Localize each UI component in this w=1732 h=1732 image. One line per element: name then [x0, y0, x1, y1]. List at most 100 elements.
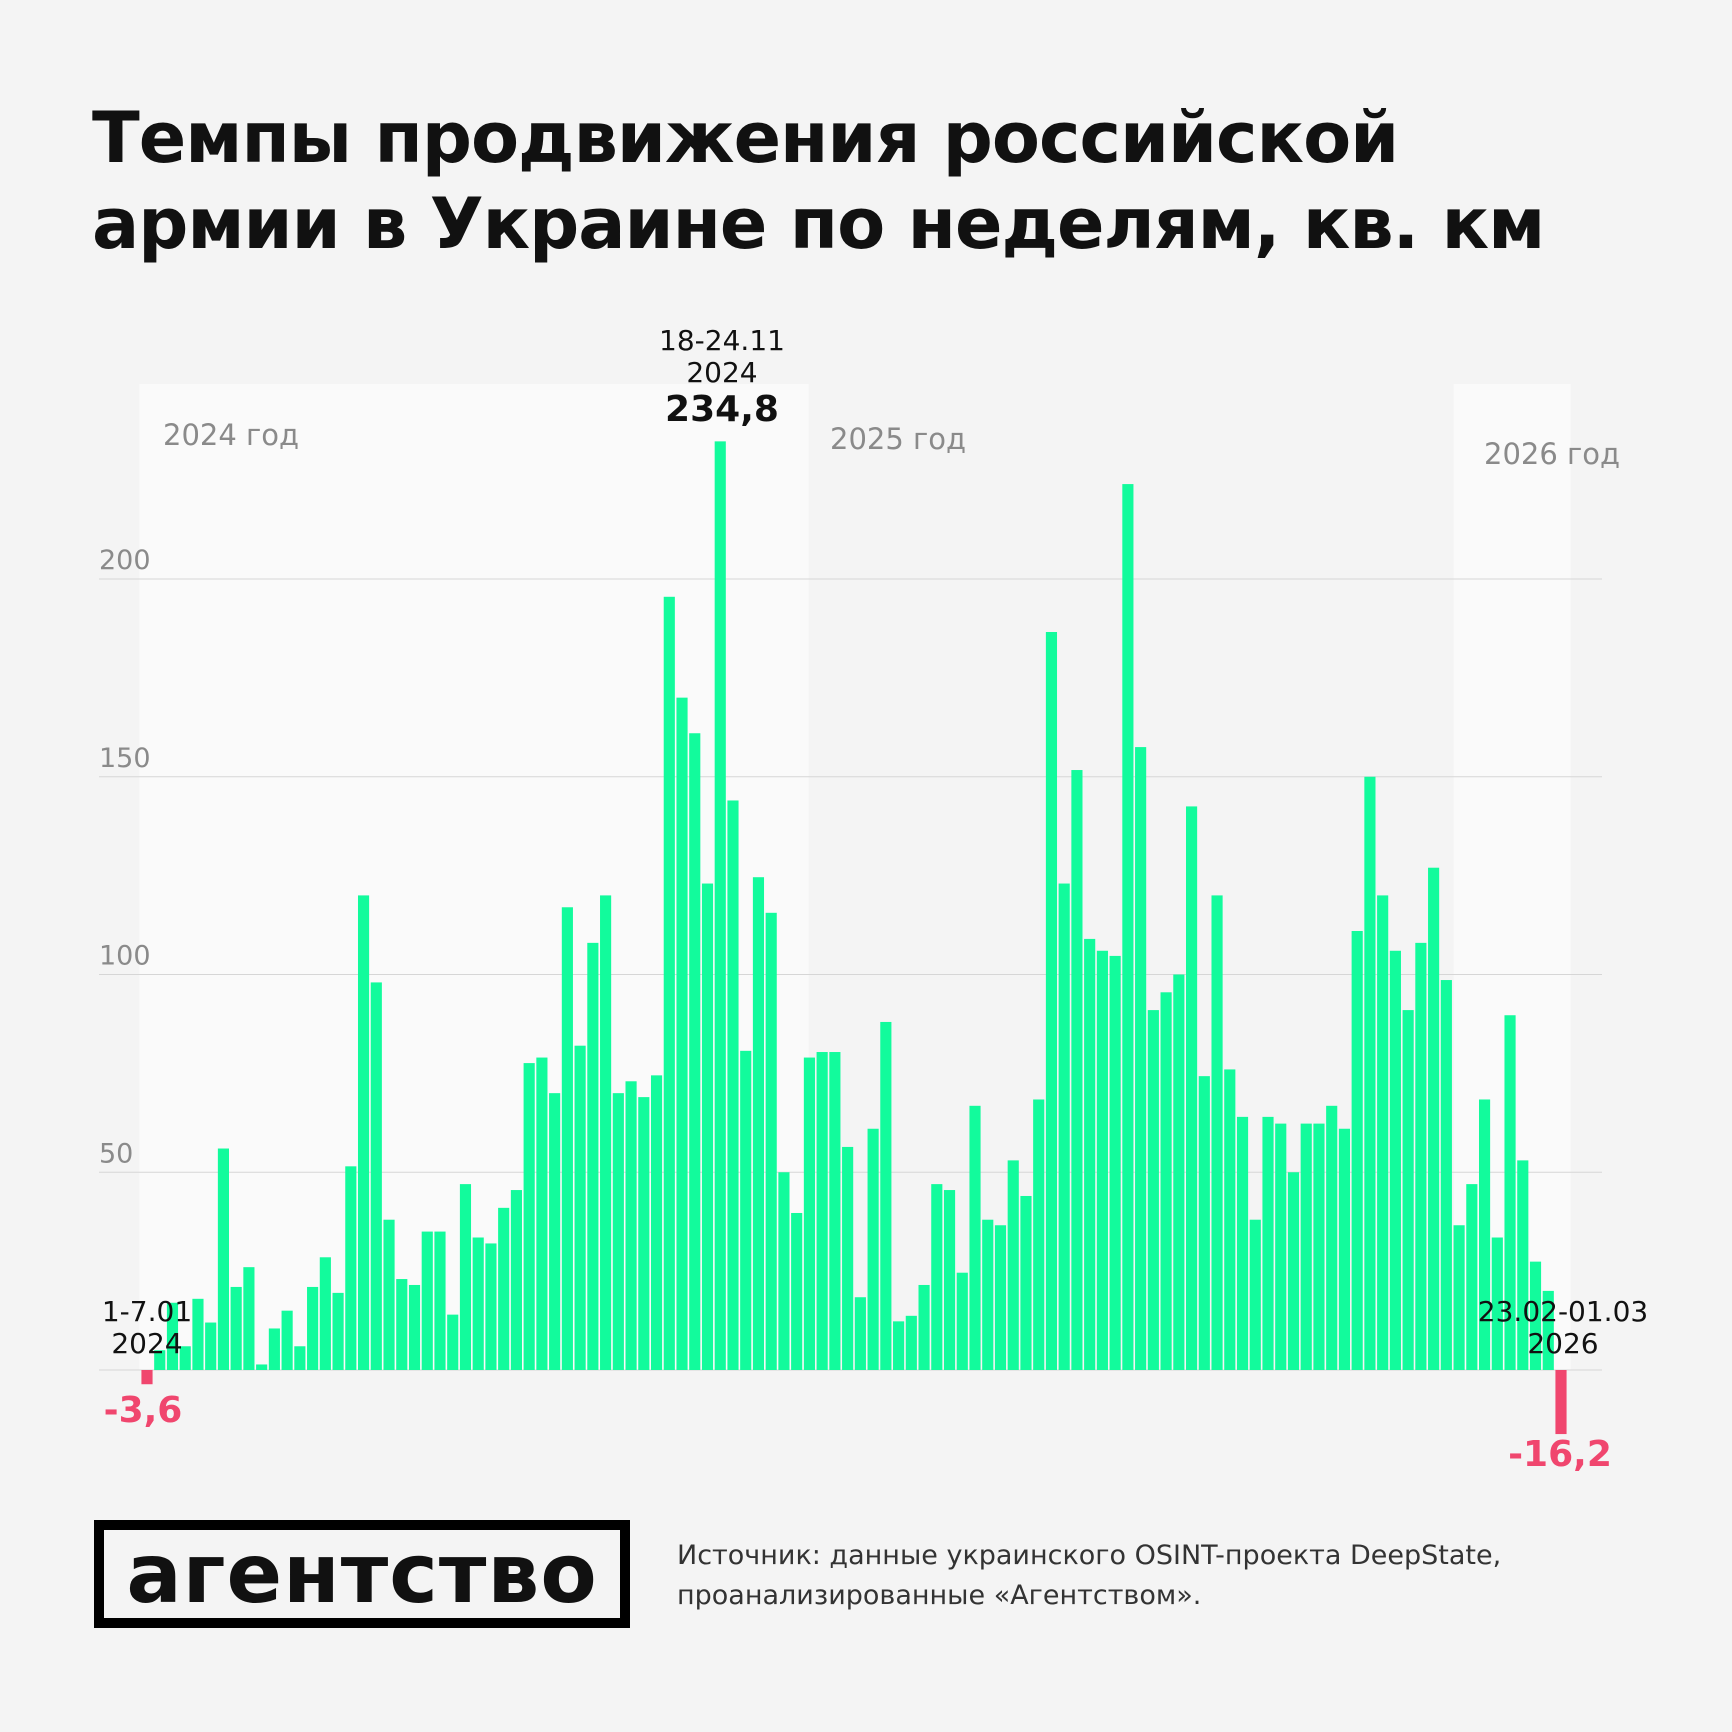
bar: [510, 1190, 522, 1370]
bar: [1402, 1010, 1414, 1370]
bar: [1300, 1123, 1312, 1370]
bar: [867, 1128, 879, 1370]
bar: [1147, 1010, 1159, 1370]
bar: [1109, 955, 1121, 1370]
bar: [969, 1105, 981, 1370]
bar: [816, 1052, 828, 1370]
bar: [803, 1057, 815, 1370]
bar: [459, 1184, 472, 1370]
bar: [1122, 484, 1134, 1371]
bar: [1007, 1160, 1019, 1370]
bar: [663, 596, 675, 1370]
bar: [166, 1302, 179, 1370]
bar: [676, 697, 688, 1370]
year-label-2026: 2026 год: [1484, 437, 1621, 471]
bar: [1428, 867, 1440, 1370]
bar: [994, 1225, 1007, 1370]
bar: [192, 1298, 204, 1370]
bar: [587, 942, 599, 1370]
bar: [1033, 1099, 1045, 1370]
bar: [625, 1081, 637, 1370]
source-note: Источник: данные украинского OSINT-проек…: [677, 1536, 1501, 1616]
last-value: -16,2: [1508, 1434, 1612, 1475]
title-line-1: Темпы продвижения российской: [92, 97, 1399, 179]
bar: [141, 1370, 153, 1385]
last-value-text: -16,2: [1508, 1434, 1612, 1475]
bar: [1338, 1128, 1351, 1370]
bar: [1542, 1290, 1554, 1370]
bar: [1020, 1195, 1032, 1370]
bar: [778, 1172, 790, 1370]
bar: [1326, 1105, 1338, 1370]
peak-date: 18-24.11: [659, 324, 785, 357]
first-date: 1-7.01: [101, 1295, 193, 1328]
bar: [650, 1075, 663, 1370]
bar: [1224, 1069, 1236, 1370]
bar: [536, 1057, 548, 1370]
bar: [905, 1315, 917, 1370]
bar: [243, 1267, 255, 1370]
bar: [943, 1190, 956, 1370]
bar: [1071, 770, 1083, 1370]
y-tick-label: 100: [99, 941, 151, 972]
bar: [1389, 950, 1401, 1370]
bar: [1351, 930, 1363, 1370]
bar: [1135, 747, 1147, 1370]
y-tick-label: 200: [99, 545, 151, 576]
bar: [638, 1097, 650, 1370]
bar: [982, 1219, 994, 1370]
peak-value: 234,8: [665, 389, 779, 430]
bar: [714, 441, 726, 1371]
bar: [1249, 1219, 1261, 1370]
bar: [345, 1166, 357, 1370]
bar: [332, 1292, 344, 1370]
y-tick-label: 50: [99, 1138, 133, 1169]
bar: [1504, 1015, 1516, 1370]
bar: [1364, 776, 1376, 1370]
year-label-2024: 2024 год: [163, 418, 300, 452]
bar: [1287, 1172, 1300, 1370]
bar: [268, 1328, 280, 1370]
bar: [561, 907, 573, 1370]
bar: [1275, 1123, 1287, 1370]
bar: [600, 895, 612, 1370]
bar: [1555, 1370, 1567, 1435]
first-annotation: 1-7.01 2024: [102, 1296, 192, 1360]
bar: [307, 1286, 319, 1370]
last-year: 2026: [1527, 1327, 1599, 1360]
bar: [549, 1093, 561, 1370]
bar: [485, 1243, 497, 1370]
bar: [1377, 895, 1389, 1370]
bar: [421, 1231, 433, 1370]
bar: [740, 1050, 752, 1370]
bar: [829, 1052, 841, 1370]
y-tick-label: 150: [99, 743, 151, 774]
bar: [1313, 1123, 1325, 1370]
bar: [498, 1207, 510, 1370]
bar: [689, 733, 701, 1370]
source-line-2: проанализированные «Агентством».: [677, 1580, 1202, 1611]
agentstvo-logo: агентство: [94, 1520, 630, 1628]
bar: [1440, 980, 1452, 1370]
bar: [205, 1322, 217, 1370]
year-label-2025: 2025 год: [830, 422, 967, 456]
bar: [294, 1346, 306, 1370]
bar: [854, 1297, 866, 1370]
bar: [918, 1284, 930, 1370]
bar: [523, 1063, 535, 1370]
bar: [408, 1284, 421, 1370]
bar: [396, 1279, 408, 1370]
bar: [701, 883, 714, 1370]
bar: [1096, 950, 1108, 1370]
bar: [383, 1219, 395, 1370]
bar: [357, 895, 370, 1370]
bar: [154, 1350, 166, 1370]
bar: [1211, 895, 1223, 1370]
last-date: 23.02-01.03: [1477, 1295, 1649, 1328]
peak-year: 2024: [686, 356, 758, 389]
bar: [1236, 1116, 1249, 1370]
bar: [574, 1045, 586, 1370]
bar: [447, 1314, 459, 1370]
chart-title: Темпы продвижения российской армии в Укра…: [92, 95, 1545, 267]
bar: [1084, 938, 1096, 1370]
